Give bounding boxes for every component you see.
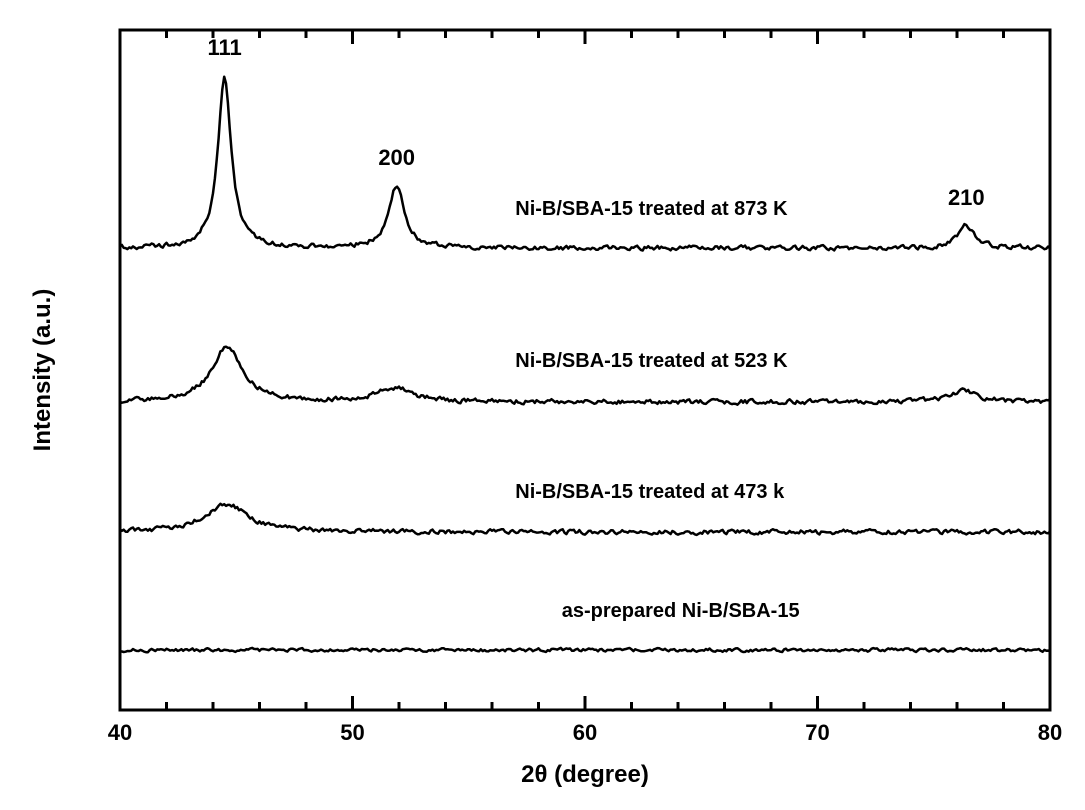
x-tick-label: 60 xyxy=(573,720,597,745)
xrd-chart: 40 50 60 70 80 2θ (degree) Intensity (a.u.) as-… xyxy=(0,0,1085,810)
x-axis-label: 2θ (degree) xyxy=(521,761,649,788)
x-tick-label: 50 xyxy=(340,720,364,745)
peak-label: 111 xyxy=(207,35,241,60)
chart-svg: 40 50 60 70 80 2θ (degree) Intensity (a.u.) as-… xyxy=(0,0,1085,810)
x-tick-label: 80 xyxy=(1038,720,1062,745)
trace-label-t473k: Ni-B/SBA-15 treated at 473 k xyxy=(515,481,785,503)
trace-label-t873k: Ni-B/SBA-15 treated at 873 K xyxy=(515,198,788,220)
peak-label: 200 xyxy=(378,145,415,170)
x-tick-label: 70 xyxy=(805,720,829,745)
trace-label-t523k: Ni-B/SBA-15 treated at 523 K xyxy=(515,350,788,372)
x-tick-label: 40 xyxy=(108,720,132,745)
y-axis-label: Intensity (a.u.) xyxy=(29,289,56,452)
peak-label: 210 xyxy=(948,185,985,210)
trace-label-as_prepared: as-prepared Ni-B/SBA-15 xyxy=(562,600,800,622)
